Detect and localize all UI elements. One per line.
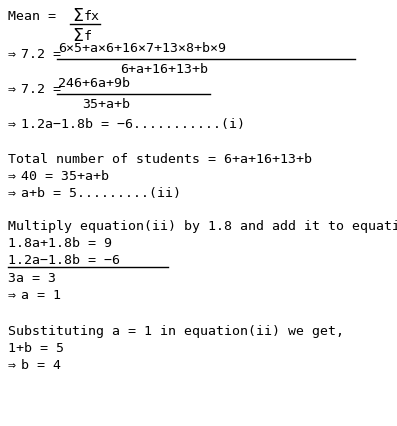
Text: 1.2a−1.8b = −6...........(i): 1.2a−1.8b = −6...........(i)	[21, 118, 245, 131]
Text: 3a = 3: 3a = 3	[8, 271, 56, 284]
Text: ⇒: ⇒	[8, 170, 16, 183]
Text: 1.2a−1.8b = −6: 1.2a−1.8b = −6	[8, 253, 120, 266]
Text: f: f	[84, 30, 92, 43]
Text: ⇒: ⇒	[8, 358, 16, 371]
Text: Total number of students = 6+a+16+13+b: Total number of students = 6+a+16+13+b	[8, 153, 312, 166]
Text: ⇒: ⇒	[8, 48, 16, 61]
Text: 6×5+a×6+16×7+13×8+b×9: 6×5+a×6+16×7+13×8+b×9	[58, 42, 226, 55]
Text: ⇒: ⇒	[8, 288, 16, 301]
Text: Multiply equation(ii) by 1.8 and add it to equation (i): Multiply equation(ii) by 1.8 and add it …	[8, 219, 397, 233]
Text: 6+a+16+13+b: 6+a+16+13+b	[120, 63, 208, 76]
Text: 246+6a+9b: 246+6a+9b	[58, 77, 130, 90]
Text: $\Sigma$: $\Sigma$	[72, 7, 84, 25]
Text: ⇒: ⇒	[8, 118, 16, 131]
Text: Substituting a = 1 in equation(ii) we get,: Substituting a = 1 in equation(ii) we ge…	[8, 324, 344, 337]
Text: b = 4: b = 4	[21, 358, 61, 371]
Text: 35+a+b: 35+a+b	[82, 98, 130, 111]
Text: a+b = 5.........(ii): a+b = 5.........(ii)	[21, 187, 181, 199]
Text: Mean =: Mean =	[8, 10, 56, 23]
Text: 7.2 =: 7.2 =	[21, 83, 61, 96]
Text: 7.2 =: 7.2 =	[21, 48, 61, 61]
Text: $\Sigma$: $\Sigma$	[72, 27, 84, 45]
Text: 40 = 35+a+b: 40 = 35+a+b	[21, 170, 109, 183]
Text: fx: fx	[84, 10, 100, 23]
Text: 1.8a+1.8b = 9: 1.8a+1.8b = 9	[8, 236, 112, 249]
Text: a = 1: a = 1	[21, 288, 61, 301]
Text: ⇒: ⇒	[8, 83, 16, 96]
Text: 1+b = 5: 1+b = 5	[8, 341, 64, 354]
Text: ⇒: ⇒	[8, 187, 16, 199]
